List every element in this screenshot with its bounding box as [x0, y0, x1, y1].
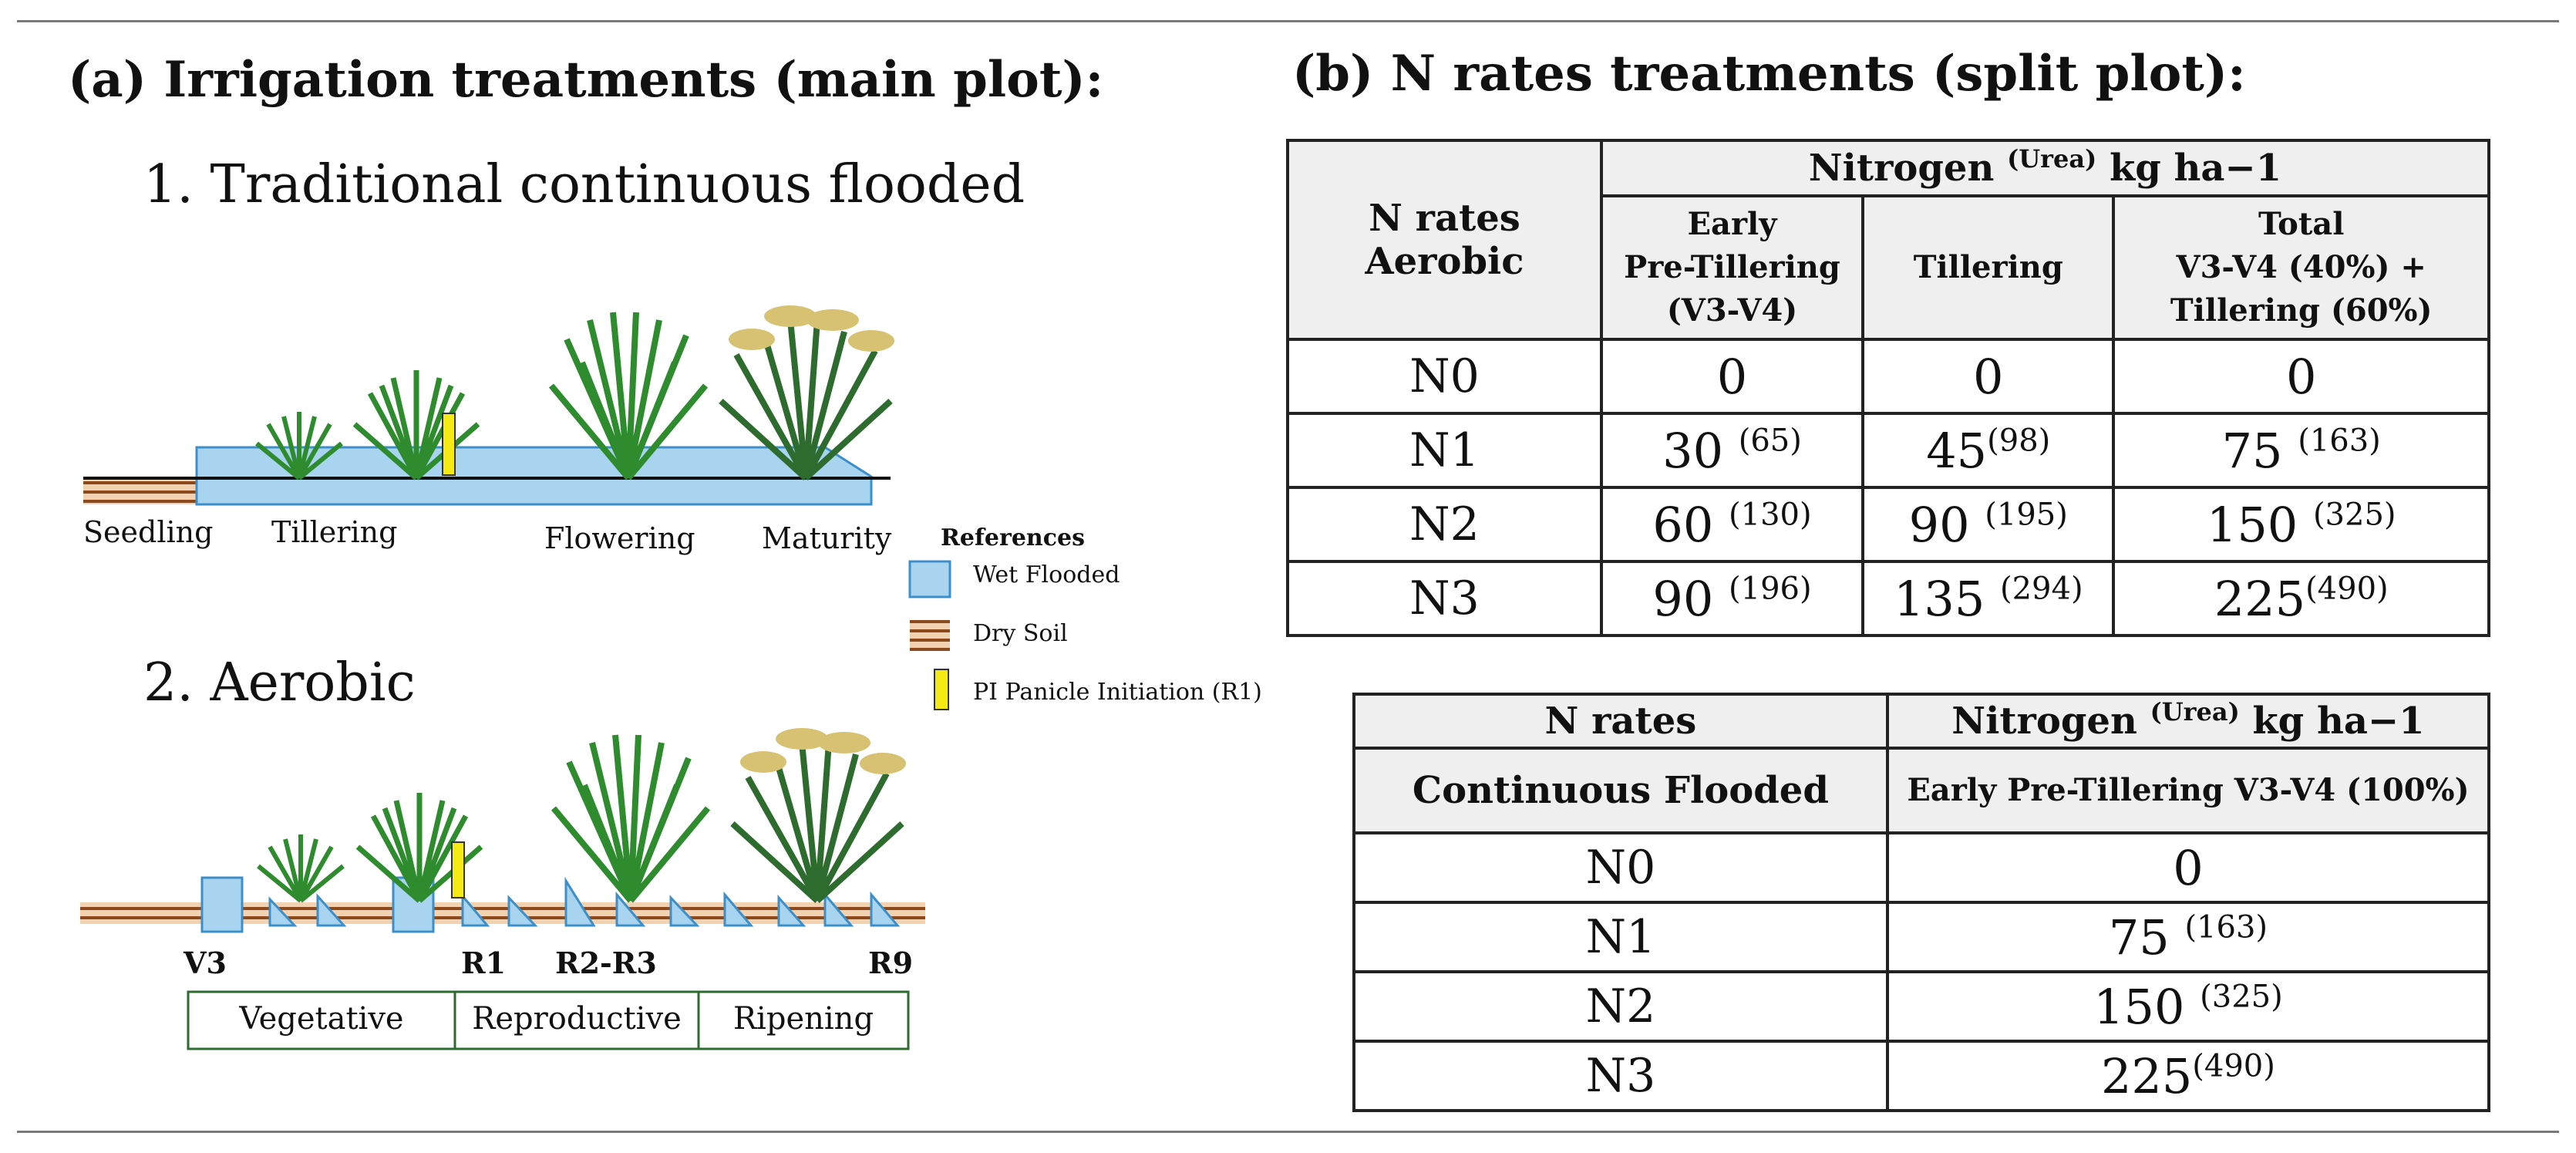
phase-bar: [187, 990, 910, 1050]
mark-r1: R1: [461, 946, 507, 980]
table-row: N1 75 (163): [1352, 901, 2491, 973]
table-row: N1 30 (65) 45(98) 75 (163): [1286, 412, 2490, 489]
stage-maturity: Maturity: [762, 521, 892, 555]
stage-flowering: Flowering: [544, 521, 695, 555]
aerobic-tillering-plant: [258, 834, 343, 901]
phase-vegetative: Vegetative: [239, 1001, 404, 1037]
legend-dry-swatch: [910, 620, 950, 651]
flooded-row-header-2: Continuous Flooded: [1352, 747, 1889, 834]
stage-seedling: Seedling: [83, 515, 214, 549]
legend-dry-label: Dry Soil: [973, 620, 1068, 647]
bottom-border: [17, 1131, 2559, 1133]
table-row: N2 60 (130) 90 (195) 150 (325): [1286, 486, 2490, 563]
col-early-pre-tillering-100: Early Pre-Tillering V3-V4 (100%): [1885, 747, 2491, 834]
legend-wet-swatch: [908, 560, 951, 598]
mark-r2-r3: R2-R3: [555, 946, 657, 980]
table-row: N0 0 0 0: [1286, 338, 2490, 415]
legend-wet-label: Wet Flooded: [973, 561, 1120, 588]
stage-tillering: Tillering: [271, 515, 398, 549]
flooded-diagram: [83, 305, 894, 506]
aerobic-group-header: Nitrogen (Urea) kg ha−1: [1599, 139, 2491, 197]
legend-title: References: [941, 524, 1085, 551]
mark-v3: V3: [184, 946, 227, 980]
flooded-group-header: Nitrogen (Urea) kg ha−1: [1885, 693, 2491, 750]
top-border: [17, 20, 2559, 22]
col-total: Total V3-V4 (40%) + Tillering (60%): [2112, 194, 2490, 341]
seedling-dry-soil: [83, 477, 199, 504]
flood-water: [195, 446, 873, 506]
legend-pi-label: PI Panicle Initiation (R1): [973, 679, 1262, 706]
aerobic-row-header: N rates Aerobic: [1286, 139, 1603, 341]
treatment-1-title: 1. Traditional continuous flooded: [143, 154, 1025, 215]
pi-marker: [442, 413, 456, 476]
table-row: N3 90 (196) 135 (294) 225(490): [1286, 560, 2490, 637]
drying-wedges: [268, 876, 901, 927]
col-tillering: Tillering: [1861, 194, 2116, 341]
panel-a-title: (a) Irrigation treatments (main plot):: [68, 51, 1104, 109]
v3-flood: [200, 876, 244, 933]
table-row: N2 150 (325): [1352, 970, 2491, 1043]
phase-ripening: Ripening: [732, 1001, 874, 1037]
table-row: N0 0: [1352, 831, 2491, 904]
aerobic-n-table: N rates Aerobic Nitrogen (Urea) kg ha−1 …: [1286, 139, 2491, 637]
flooded-n-table: N rates Nitrogen (Urea) kg ha−1 Continuo…: [1352, 693, 2491, 1112]
aerobic-maturity-plant: [732, 728, 906, 901]
treatment-2-title: 2. Aerobic: [143, 652, 416, 713]
aerobic-diagram: [80, 728, 925, 933]
panel-b-title: (b) N rates treatments (split plot):: [1292, 45, 2246, 103]
phase-reproductive: Reproductive: [472, 1001, 682, 1037]
aerobic-flowering-plant: [554, 735, 708, 901]
mark-r9: R9: [868, 946, 914, 980]
table-row: N3 225(490): [1352, 1040, 2491, 1112]
legend-pi-swatch: [934, 669, 949, 710]
col-early-pre-tillering: Early Pre-Tillering (V3-V4): [1599, 194, 1865, 341]
flooded-row-header-1: N rates: [1352, 693, 1889, 750]
aerobic-pi-marker: [451, 841, 465, 898]
